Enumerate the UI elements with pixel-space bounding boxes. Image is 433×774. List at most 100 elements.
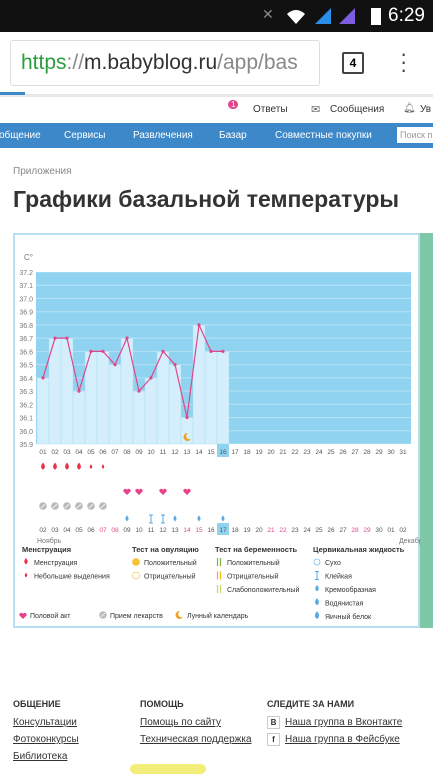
url-path: /app/bas [217,51,298,74]
footer: ОБЩЕНИЕ Консультации Фотоконкурсы Библиотек… [0,690,433,770]
footer-link[interactable]: Библиотека [13,751,68,762]
messages-link[interactable]: Сообщения [330,104,385,115]
date2-label: 23 [291,527,299,534]
heart [19,612,27,619]
legend-title: Тест на овуляцию [132,545,199,554]
day-label: 02 [51,449,59,456]
date2-label: 09 [123,527,131,534]
footer-title: ОБЩЕНИЕ [13,699,61,709]
legend-item: Сухо [325,560,341,567]
date2-label: 11 [148,527,155,534]
day-label: 23 [303,449,311,456]
footer-link[interactable]: Наша группа в Вконтакте [285,717,403,728]
top-links: 1 Ответы ✉ Сообщения 🔔︎ Ув [0,97,433,123]
y-tick-label: 35.9 [19,442,33,449]
point [113,363,117,367]
bar [36,377,50,445]
point [125,336,129,340]
legend-item: Половой акт [30,612,71,620]
menstruation-mark [89,464,93,469]
date2-label: 02 [39,527,47,534]
date2-label: 15 [195,527,203,534]
heart [159,488,167,495]
y-tick-label: 36.7 [19,336,33,343]
legend-item: Кремообразная [325,586,376,594]
legend-item: Отрицательный [144,573,196,581]
notify-link[interactable]: Ув [420,104,432,115]
nav-item[interactable]: Базар [219,130,247,141]
footer-link[interactable]: Помощь по сайту [140,717,221,728]
sticky [161,514,165,524]
nav-item[interactable]: Сервисы [64,130,106,141]
date2-label: 10 [135,527,143,534]
date2-label: 30 [375,527,383,534]
day-label: 24 [315,449,323,456]
day-label: 20 [267,449,275,456]
date2-label: 28 [351,527,359,534]
cervical-mark [221,515,225,522]
legend-icon [24,558,28,565]
date2-label: 12 [159,527,167,534]
day-label: 08 [123,449,131,456]
bar [156,351,170,445]
point [185,415,189,420]
sticky [315,571,319,580]
date2-label: 21 [267,527,275,534]
menu-button[interactable]: · · · [400,41,408,82]
pill-line [76,503,82,509]
bar [204,351,218,445]
pill-line [100,503,106,509]
date2-label: 26 [327,527,335,534]
cervical-mark [173,515,177,522]
point [137,389,141,393]
legend-item: Менструация [34,560,77,567]
menstruation-mark [65,462,69,470]
date2-label: 02 [399,527,407,534]
y-tick-label: 37.1 [19,283,33,290]
breadcrumb[interactable]: Приложения [13,166,72,177]
menstruation-mark [77,462,81,470]
mute-icon: ✕ [262,6,274,22]
legend-icon [216,558,222,566]
point [77,389,81,393]
legend-item: Яичный белок [325,613,372,621]
pill-line [40,503,46,509]
point [221,349,225,353]
nav-item[interactable]: общение [0,130,41,141]
y-tick-label: 36.3 [19,389,33,396]
menstruation-mark [101,464,105,469]
menstruation-mark [53,462,57,470]
heart [183,488,191,495]
footer-link[interactable]: Консультации [13,717,77,728]
day-label: 13 [183,449,191,456]
point [161,349,165,353]
date2-label: 17 [219,527,227,534]
bar [72,390,86,445]
legend-title: Тест на беременность [215,545,298,554]
search-box[interactable]: Поиск п [397,127,433,143]
legend-item: Клейкая [325,573,352,581]
nav-item[interactable]: Совместные покупки [275,130,372,141]
day-label: 14 [195,449,203,456]
date2-label: 05 [75,527,83,534]
day-label: 29 [375,449,383,456]
point [209,349,213,353]
cervical-mark [197,515,201,522]
footer-link[interactable]: Наша группа в Фейсбуке [285,734,400,745]
day-label: 01 [39,449,47,456]
footer-link[interactable]: Фотоконкурсы [13,734,79,745]
date2-label: 20 [255,527,263,534]
legend-item: Водянистая [325,601,364,608]
footer-link[interactable]: Техническая поддержка [140,734,252,745]
nav-item[interactable]: Развлечения [133,130,193,141]
url-host: m.babyblog.ru [84,51,218,74]
url-box[interactable]: https://m.babyblog.ru/app/bas [10,40,320,86]
tabs-button[interactable]: 4 [342,52,364,74]
menstruation-mark [41,462,45,470]
date2-highlight [217,523,229,535]
day-label: 03 [63,449,71,456]
answers-link[interactable]: Ответы [253,104,288,115]
y-tick-label: 37.2 [19,270,33,277]
legend-icon [132,571,140,580]
